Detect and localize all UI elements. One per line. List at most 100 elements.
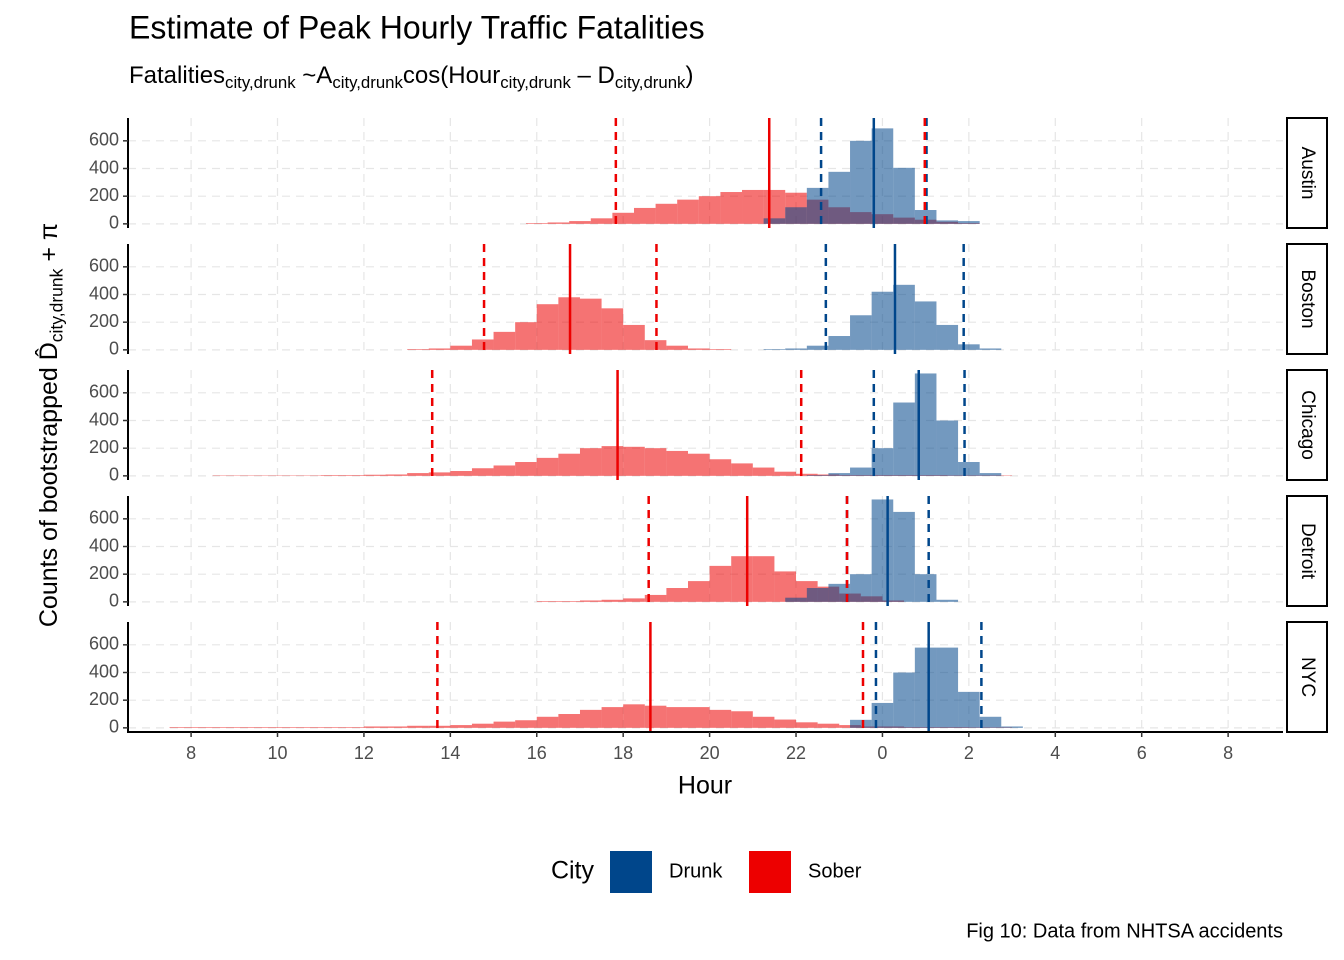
histogram-bar [893,167,915,224]
histogram-bar [255,727,278,728]
histogram-bar [644,705,667,728]
histogram-bar [601,446,624,476]
text-part: – D [571,62,615,89]
y-tick-label: 600 [89,382,119,402]
text-part: Counts of bootstrapped D̂ [33,342,62,627]
chart-subtitle: Fatalitiescity,drunk ~Acity,drunkcos(Hou… [129,62,693,92]
histogram-bar [979,473,1002,476]
histogram-bar [320,475,343,476]
x-tick-label: 0 [877,743,887,763]
histogram-bar [936,420,959,476]
histogram-bar [536,716,559,728]
y-tick-label: 200 [89,563,119,583]
x-tick-label: 6 [1137,743,1147,763]
histogram-bar [450,725,472,728]
histogram-bar [579,298,602,350]
histogram-bar [471,723,494,728]
x-axis-label: Hour [678,772,732,800]
histogram-bar [958,221,980,224]
y-tick-label: 0 [109,465,119,485]
histogram-bar [752,716,775,728]
histogram-bar [579,709,602,728]
histogram-bar [623,598,645,602]
histogram-bar [666,450,688,476]
subscript: city,drunk [500,74,571,93]
facet-label: Detroit [1297,523,1318,580]
histogram-bar [342,727,364,728]
histogram-bar [796,722,818,728]
x-tick-label: 16 [527,743,547,763]
histogram-bar [536,304,559,350]
histogram-bar [709,349,732,350]
histogram-bar [407,473,429,476]
y-tick-label: 0 [109,213,119,233]
caption: Fig 10: Data from NHTSA accidents [966,920,1283,942]
histogram-bar [450,471,472,476]
legend-key [610,851,652,893]
subscript: city,drunk [46,268,66,342]
histogram-bar [623,324,645,350]
histogram-bar [731,556,753,602]
histogram-bar [893,511,915,602]
histogram-bar [785,597,807,602]
histogram-bar [558,601,580,602]
text-part: ~A [296,62,333,89]
facet-panel: 0 200 400 600 Boston [89,243,1328,359]
histogram-bar [515,720,537,728]
histogram-bar [407,349,429,350]
y-tick-label: 400 [89,661,119,681]
histogram-bar [839,725,861,728]
facet-label: NYC [1297,657,1318,697]
histogram-bar [579,600,602,602]
histogram-bar [677,199,699,224]
facet-strip [1286,621,1328,733]
histogram-bar [731,711,753,728]
histogram-bar [666,345,688,350]
histogram-bar [569,221,591,224]
histogram-bar [774,571,797,602]
histogram-bar [547,222,570,224]
x-tick-label: 20 [700,743,720,763]
y-tick-label: 600 [89,256,119,276]
histogram-bar [342,475,364,476]
y-tick-label: 400 [89,157,119,177]
histogram-bar [666,588,688,602]
y-tick-label: 400 [89,283,119,303]
histogram-bar [709,709,732,728]
histogram-bar [850,140,872,224]
facet-label: Chicago [1297,390,1318,460]
histogram-bar [850,315,872,350]
histogram-bar [752,467,775,476]
histogram-bar [893,284,915,350]
histogram-bar [666,707,688,728]
histogram-bar [688,707,710,728]
facet-label: Austin [1297,147,1318,200]
histogram-bar [234,727,256,728]
histogram-bar [363,726,386,728]
histogram-bar [806,475,829,476]
x-tick-label: 18 [613,743,633,763]
text-part: ) [685,62,693,89]
histogram-bar [688,348,710,350]
histogram-bar [590,218,613,224]
histogram-bar [763,218,786,224]
histogram-bar [698,196,721,224]
histogram-bar [958,344,980,350]
facet-panel: 0 200 400 600 NYC [89,621,1328,737]
text-part: + π [35,223,63,269]
legend-label: Drunk [669,860,723,882]
histogram-bar [191,727,213,728]
y-tick-label: 400 [89,409,119,429]
histogram-bar [774,471,797,476]
facet-strip [1286,117,1328,229]
histogram-bar [828,583,851,602]
histogram-bar [450,345,472,350]
histogram-bar [558,453,580,476]
histogram-bar [471,339,494,350]
histogram-bar [601,707,624,728]
y-tick-label: 0 [109,339,119,359]
histogram-bar [493,465,516,476]
x-tick-label: 8 [1223,743,1233,763]
histogram-bar [850,574,872,602]
